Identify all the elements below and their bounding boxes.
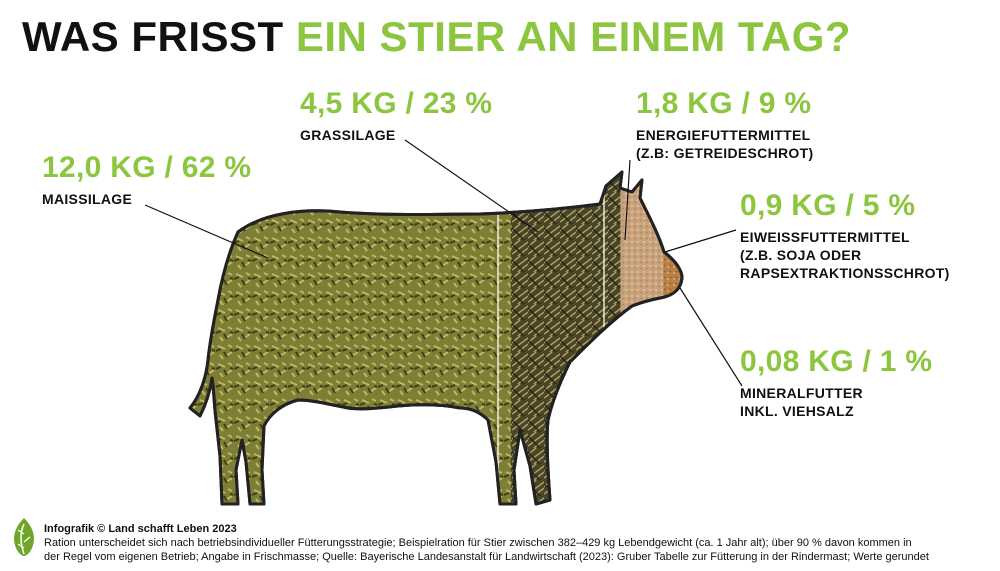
leader-line-maissilage <box>144 204 269 259</box>
leader-line-mineralfutter <box>679 287 743 387</box>
footer-note-line2: der Regel vom eigenen Betrieb; Angabe in… <box>44 551 929 563</box>
segment-eiweissfuttermittel <box>663 172 682 504</box>
label-mineralfutter: 0,08 KG / 1 % MINERALFUTTER INKL. VIEHSA… <box>740 346 932 420</box>
name-eiweissfuttermittel-2: (Z.B. SOJA ODER <box>740 246 862 263</box>
name-mineralfutter-2: INKL. VIEHSALZ <box>740 402 854 419</box>
leader-line-eiweissfuttermittel <box>664 229 737 253</box>
leader-line-grassilage <box>404 139 539 233</box>
name-energiefuttermittel-2: (Z.B: GETREIDESCHROT) <box>636 144 814 161</box>
label-maissilage: 12,0 KG / 62 % MAISSILAGE <box>42 152 251 208</box>
value-grassilage: 4,5 KG / 23 % <box>300 87 493 120</box>
value-maissilage: 12,0 KG / 62 % <box>42 151 252 184</box>
label-eiweissfuttermittel: 0,9 KG / 5 % EIWEISSFUTTERMITTEL (Z.B. S… <box>740 190 950 282</box>
label-grassilage: 4,5 KG / 23 % GRASSILAGE <box>300 88 492 144</box>
footer-note-line1: Ration unterscheidet sich nach betriebsi… <box>44 537 912 549</box>
footer-credit: Infografik © Land schafft Leben 2023 <box>44 523 237 535</box>
cow-outline <box>188 170 684 506</box>
leader-line-energiefuttermittel <box>624 159 631 241</box>
title-part1: WAS FRISST <box>22 13 284 60</box>
value-mineralfutter: 0,08 KG / 1 % <box>740 345 933 378</box>
name-eiweissfuttermittel-1: EIWEISSFUTTERMITTEL <box>740 228 910 245</box>
value-energiefuttermittel: 1,8 KG / 9 % <box>636 87 812 120</box>
name-mineralfutter-1: MINERALFUTTER <box>740 384 863 401</box>
page-title: WAS FRISST EIN STIER AN EINEM TAG? <box>22 13 852 60</box>
name-energiefuttermittel-1: ENERGIEFUTTERMITTEL <box>636 126 811 143</box>
footer: Infografik © Land schafft Leben 2023 Rat… <box>44 522 929 564</box>
value-eiweissfuttermittel: 0,9 KG / 5 % <box>740 189 916 222</box>
segment-mineralfutter <box>687 160 706 520</box>
title-part2: EIN STIER AN EINEM TAG? <box>295 13 852 60</box>
leaf-logo-icon <box>14 518 34 556</box>
name-eiweissfuttermittel-3: RAPSEXTRAKTIONSSCHROT) <box>740 264 950 281</box>
name-grassilage: GRASSILAGE <box>300 126 396 143</box>
label-energiefuttermittel: 1,8 KG / 9 % ENERGIEFUTTERMITTEL (Z.B: G… <box>636 88 813 162</box>
name-maissilage: MAISSILAGE <box>42 190 133 207</box>
